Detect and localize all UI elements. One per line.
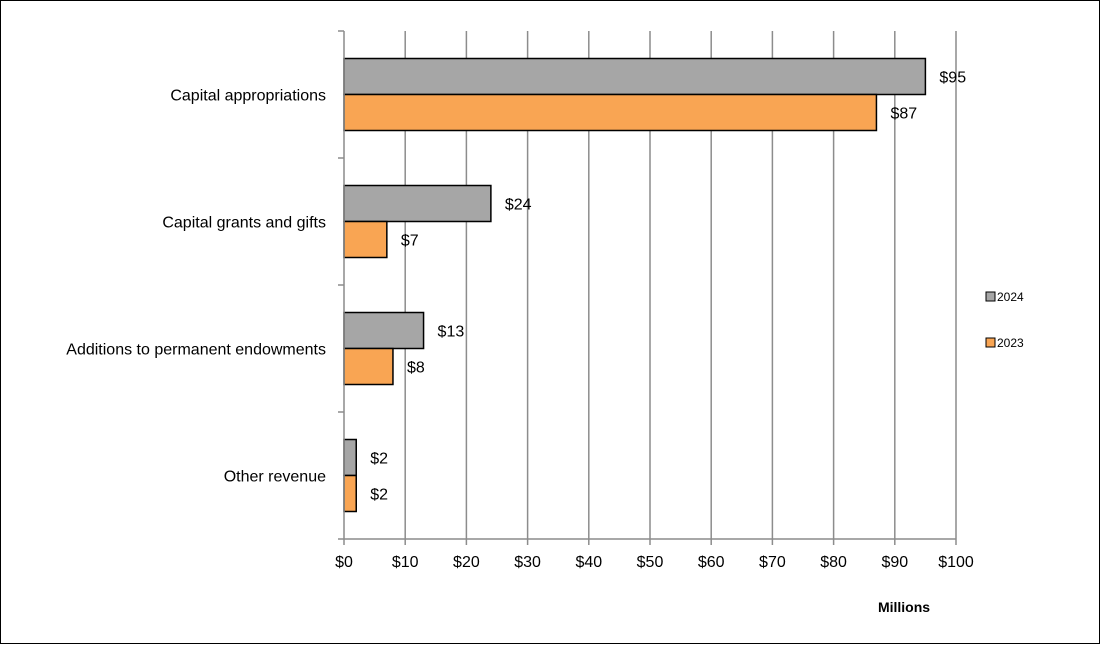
x-tick-label: $60 [698, 554, 725, 571]
bar-2024 [343, 184, 492, 223]
bar-2024 [343, 57, 927, 96]
category-label: Capital grants and gifts [162, 215, 326, 232]
category-labels: Capital appropriations Capital grants and… [66, 88, 326, 486]
x-tick-label: $40 [575, 554, 602, 571]
tick-labels: $0 $10 $20 $30 $40 $50 $60 $70 $80 $90 $100 [335, 554, 974, 571]
x-tick-label: $50 [637, 554, 664, 571]
data-label-2023: $2 [370, 487, 388, 504]
data-labels: $95 $87 $24 $7 $13 $8 $2 $2 [370, 70, 966, 504]
x-tick-label: $80 [820, 554, 847, 571]
legend: 2024 2023 [985, 290, 1024, 350]
legend-swatch-2023 [985, 337, 996, 348]
data-label-2023: $87 [890, 106, 917, 123]
x-tick-label: $0 [335, 554, 353, 571]
bar-2023 [343, 347, 394, 386]
x-tick-label: $70 [759, 554, 786, 571]
data-label-2024: $13 [438, 324, 465, 341]
x-tick-label: $30 [514, 554, 541, 571]
data-label-2024: $24 [505, 197, 532, 214]
axes [338, 30, 957, 545]
x-tick-label: $20 [453, 554, 480, 571]
category-label: Additions to permanent endowments [66, 342, 326, 359]
data-label-2023: $7 [401, 233, 419, 250]
bar-2023 [343, 220, 388, 259]
bar-2023 [343, 474, 357, 513]
bar-2024 [343, 438, 357, 477]
x-tick-label: $100 [938, 554, 974, 571]
x-axis-title: Millions [878, 599, 930, 615]
legend-swatch-2024 [985, 291, 996, 302]
x-tick-label: $90 [881, 554, 908, 571]
data-label-2024: $95 [939, 70, 966, 87]
legend-label-2023: 2023 [997, 336, 1024, 350]
bar-2023 [343, 93, 878, 132]
legend-label-2024: 2024 [997, 290, 1024, 304]
category-label: Capital appropriations [170, 88, 326, 105]
data-label-2024: $2 [370, 451, 388, 468]
data-label-2023: $8 [407, 360, 425, 377]
category-label: Other revenue [224, 469, 326, 486]
bars [343, 57, 927, 513]
x-tick-label: $10 [392, 554, 419, 571]
bar-2024 [343, 311, 425, 350]
